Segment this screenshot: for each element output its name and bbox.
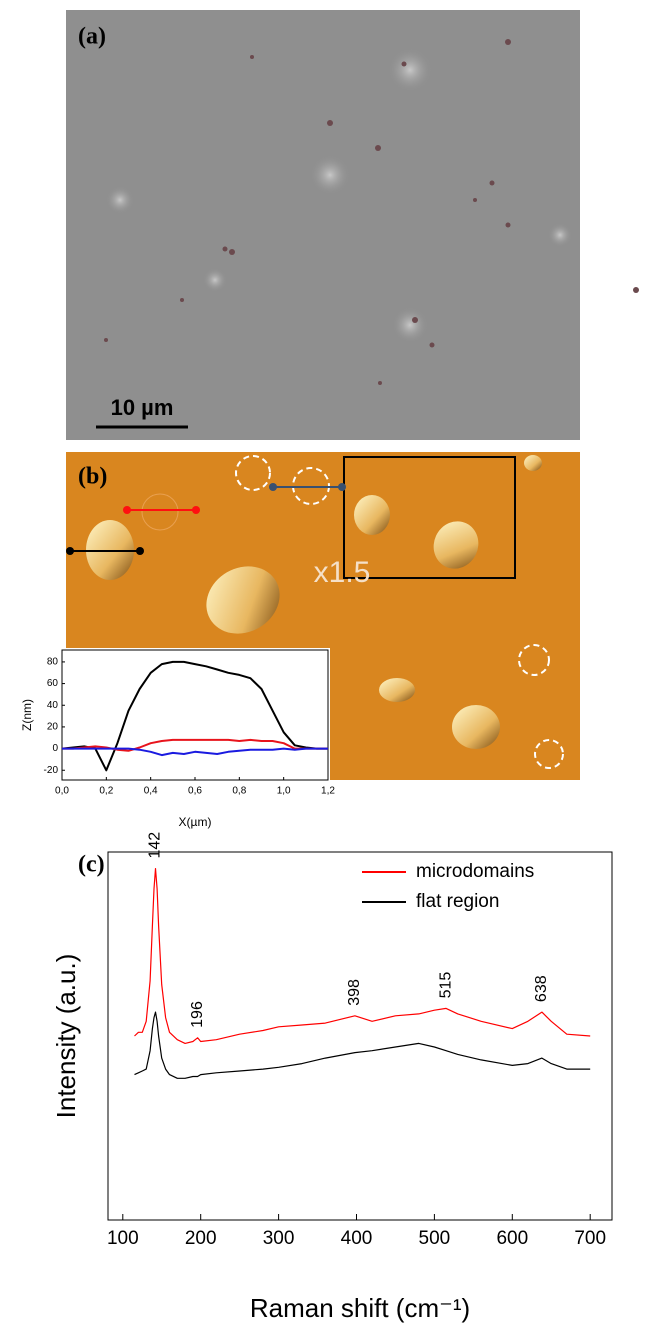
y-tick-label: 20 [47, 722, 59, 733]
x-axis-label: X(µm) [179, 815, 212, 829]
series-line [134, 1011, 591, 1079]
x-tick-label: 1,0 [277, 786, 291, 797]
x-tick-label: 0,0 [55, 786, 69, 797]
peak-label: 142 [147, 832, 164, 859]
y-tick-label: 0 [52, 743, 58, 754]
micrograph [66, 10, 639, 440]
scale-bar-label: 10 µm [111, 395, 174, 420]
peak-label: 515 [437, 972, 454, 999]
x-tick-label: 100 [107, 1228, 139, 1249]
x-tick-label: 200 [185, 1228, 217, 1249]
y-axis-label: Z(nm) [20, 699, 34, 731]
afm-image [58, 452, 636, 782]
y-tick-label: 40 [47, 700, 59, 711]
panel-label: (b) [78, 464, 107, 490]
y-axis-label: Intensity (a.u.) [51, 954, 81, 1119]
zoom-label: x1.5 [314, 556, 371, 589]
x-tick-label: 0,4 [144, 786, 158, 797]
x-tick-label: 500 [419, 1228, 451, 1249]
y-tick-label: 80 [47, 657, 59, 668]
x-tick-label: 300 [263, 1228, 295, 1249]
x-tick-label: 0,2 [99, 786, 113, 797]
x-tick-label: 1,2 [321, 786, 335, 797]
series-line [134, 868, 591, 1044]
peak-label: 196 [189, 1001, 206, 1028]
peak-label: 638 [533, 975, 550, 1002]
panel-label: (c) [78, 852, 105, 878]
series-line [61, 660, 328, 772]
x-tick-label: 600 [496, 1228, 528, 1249]
x-tick-label: 0,6 [188, 786, 202, 797]
x-tick-label: 400 [341, 1228, 373, 1249]
y-tick-label: -20 [44, 765, 59, 776]
series-line [62, 747, 328, 757]
legend-label: flat region [416, 891, 499, 912]
series-line [62, 738, 328, 752]
x-axis-label: Raman shift (cm⁻¹) [250, 1293, 470, 1323]
y-tick-label: 60 [47, 678, 59, 689]
x-tick-label: 700 [574, 1228, 606, 1249]
x-tick-label: 0,8 [232, 786, 246, 797]
legend-label: microdomains [416, 861, 534, 882]
panel-label: (a) [78, 24, 106, 50]
peak-label: 398 [346, 979, 363, 1006]
plot-frame [107, 851, 613, 1221]
